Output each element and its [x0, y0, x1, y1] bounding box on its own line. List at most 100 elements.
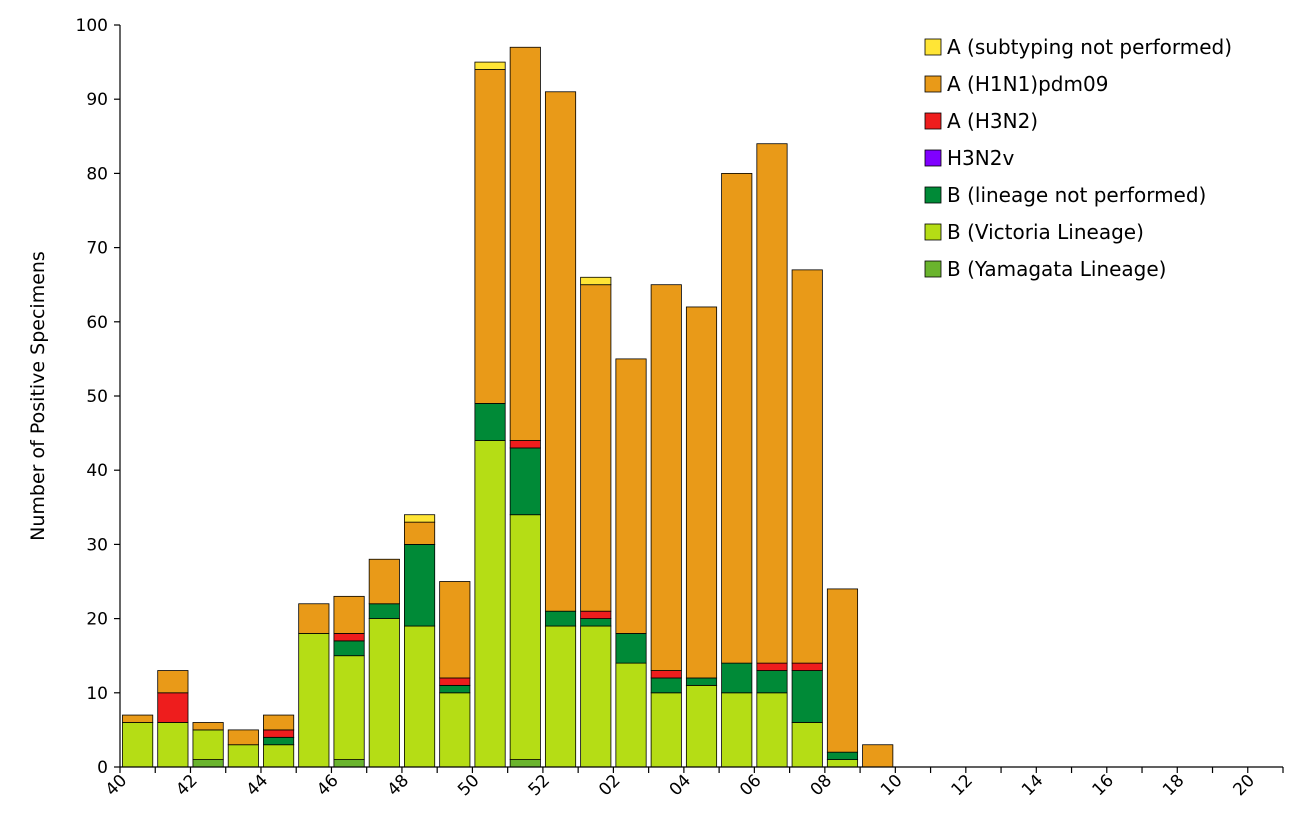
bar-segment-41-series-1 — [157, 722, 189, 768]
bar-segment-49-series-5 — [439, 581, 471, 679]
y-tick-label-50: 50 — [86, 387, 108, 407]
bar-segment-48-series-5 — [404, 521, 436, 545]
x-tick-label-18: 18 — [1159, 771, 1188, 800]
x-tick-label-10: 10 — [877, 771, 906, 800]
bar-segment-05-series-1 — [721, 692, 753, 768]
y-tick-label-10: 10 — [86, 684, 108, 704]
x-tick-label-12: 12 — [948, 771, 977, 800]
bar-segment-42-series-5 — [192, 722, 224, 731]
x-tick-label-46: 46 — [313, 771, 342, 800]
legend-swatch-1 — [924, 75, 942, 93]
x-tick-label-44: 44 — [243, 771, 272, 800]
bar-segment-48-series-6 — [404, 514, 436, 523]
bar-segment-03-series-5 — [650, 284, 682, 671]
x-tick-label-14: 14 — [1018, 771, 1047, 800]
bar-segment-06-series-4 — [756, 662, 788, 671]
y-axis-tick-labels: 0 10 20 30 40 50 60 70 80 90 100 — [76, 16, 108, 778]
bar-segment-07-series-1 — [791, 722, 823, 768]
y-tick-label-80: 80 — [86, 164, 108, 184]
bar-segment-01-series-2 — [580, 618, 612, 627]
bar-segment-01-series-5 — [580, 284, 612, 612]
bar-segment-51-series-2 — [509, 447, 541, 516]
bar-segment-51-series-1 — [509, 514, 541, 760]
legend-swatch-6 — [924, 260, 942, 278]
x-tick-label-48: 48 — [384, 771, 413, 800]
bar-segment-02-series-1 — [615, 662, 647, 768]
bar-segment-08-series-1 — [826, 759, 859, 768]
bar-segment-49-series-4 — [439, 677, 471, 686]
bar-segment-40-series-5 — [122, 714, 154, 723]
bar-segment-46-series-1 — [333, 655, 365, 760]
bar-segment-06-series-5 — [756, 143, 788, 664]
bar-segment-44-series-2 — [263, 736, 295, 746]
legend-label-1: A (H1N1)pdm09 — [947, 72, 1108, 96]
bar-segment-44-series-5 — [263, 714, 295, 731]
legend-swatch-3 — [924, 149, 942, 167]
bar-segment-06-series-2 — [756, 670, 788, 694]
bar-segment-04-series-5 — [685, 306, 718, 679]
legend-label-0: A (subtyping not performed) — [947, 35, 1232, 59]
legend-swatch-0 — [924, 38, 942, 56]
bar-segment-48-series-1 — [404, 625, 436, 768]
bar-segment-47-series-2 — [368, 603, 400, 620]
bar-segment-52-series-5 — [544, 91, 577, 612]
legend-swatch-2 — [924, 112, 942, 130]
bar-segment-46-series-5 — [333, 595, 365, 634]
bar-segment-05-series-2 — [721, 662, 753, 694]
bar-segment-05-series-5 — [721, 172, 753, 664]
bar-segment-42-series-1 — [192, 729, 224, 760]
bar-segment-51-series-0 — [509, 759, 541, 768]
bar-segment-07-series-2 — [791, 670, 823, 723]
bar-segment-09-series-5 — [862, 744, 894, 768]
y-tick-label-40: 40 — [86, 461, 108, 481]
bar-segment-52-series-2 — [544, 610, 577, 627]
bar-segment-47-series-5 — [368, 558, 400, 605]
bar-segment-45-series-5 — [298, 603, 330, 634]
bar-segment-03-series-4 — [650, 670, 682, 679]
bar-segment-46-series-0 — [333, 759, 365, 768]
bar-segment-03-series-2 — [650, 677, 682, 694]
bar-segment-02-series-2 — [615, 633, 647, 664]
x-tick-label-50: 50 — [454, 771, 483, 800]
bar-segment-43-series-5 — [227, 729, 259, 746]
legend-swatch-5 — [924, 223, 942, 241]
legend-label-2: A (H3N2) — [947, 109, 1038, 133]
legend-label-5: B (Victoria Lineage) — [947, 220, 1144, 244]
bar-segment-44-series-4 — [263, 729, 295, 738]
bar-segment-49-series-2 — [439, 684, 471, 694]
bar-segment-43-series-1 — [227, 744, 259, 768]
y-tick-label-30: 30 — [86, 535, 108, 555]
bar-segment-52-series-1 — [544, 625, 577, 768]
bar-segment-51-series-5 — [509, 46, 541, 441]
bar-segment-50-series-1 — [474, 440, 506, 768]
x-tick-label-02: 02 — [595, 771, 624, 800]
bar-segment-01-series-1 — [580, 625, 612, 768]
bar-segment-45-series-1 — [298, 633, 330, 768]
x-tick-label-16: 16 — [1089, 771, 1118, 800]
legend-label-3: H3N2v — [947, 146, 1014, 170]
bar-segment-47-series-1 — [368, 618, 400, 768]
bar-segment-41-series-4 — [157, 692, 189, 723]
bar-stacks — [122, 46, 894, 768]
bar-segment-40-series-1 — [122, 722, 154, 768]
bar-segment-41-series-5 — [157, 670, 189, 694]
x-tick-label-06: 06 — [736, 771, 765, 800]
bar-segment-48-series-2 — [404, 544, 436, 627]
bar-segment-01-series-4 — [580, 610, 612, 619]
bar-segment-01-series-6 — [580, 276, 612, 286]
legend-label-6: B (Yamagata Lineage) — [947, 257, 1166, 281]
bar-segment-06-series-1 — [756, 692, 788, 768]
y-tick-label-60: 60 — [86, 313, 108, 333]
x-tick-label-04: 04 — [666, 771, 695, 800]
bar-segment-49-series-1 — [439, 692, 471, 768]
bar-segment-04-series-1 — [685, 684, 718, 768]
bar-segment-46-series-4 — [333, 633, 365, 642]
legend-swatch-4 — [924, 186, 942, 204]
y-tick-label-20: 20 — [86, 610, 108, 630]
bar-segment-08-series-5 — [826, 588, 859, 753]
legend: A (subtyping not performed) A (H1N1)pdm09… — [924, 35, 1232, 281]
axes — [114, 24, 1284, 773]
bar-segment-07-series-5 — [791, 269, 823, 664]
bar-segment-07-series-4 — [791, 662, 823, 671]
bar-segment-50-series-6 — [474, 61, 506, 70]
